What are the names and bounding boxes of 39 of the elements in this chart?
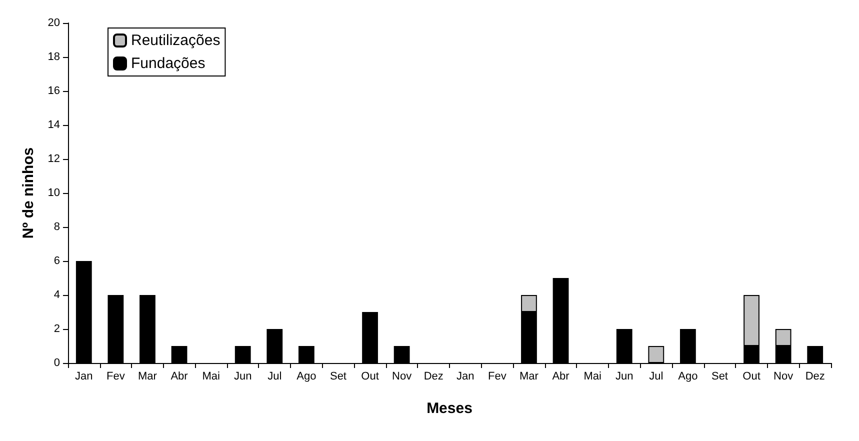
x-tick-label: Dez [805,370,825,382]
x-tick-label: Fev [488,370,507,382]
x-tick-label: Mar [138,370,158,382]
x-tick-label: Jan [456,370,474,382]
x-tick-label: Jan [75,370,93,382]
y-tick-label: 16 [48,85,60,97]
x-tick-label: Fev [106,370,126,382]
y-tick-label: 4 [54,289,60,301]
x-tick-label: Jul [268,370,282,382]
x-tick-label: Out [742,370,760,382]
y-tick-label: 14 [48,119,60,131]
x-tick-label: Jul [649,370,664,382]
y-tick-label: 20 [48,17,60,29]
x-tick-label: Abr [170,370,188,382]
x-tick-label: Set [330,370,346,382]
y-tick-label: 0 [54,357,60,369]
legend-label: Reutilizações [131,32,220,49]
y-tick-label: 8 [54,221,60,233]
x-tick-label: Jun [234,370,252,382]
y-tick-label: 10 [48,187,60,199]
x-tick-label: Dez [424,370,444,382]
x-tick-label: Mar [520,370,539,382]
x-axis-title: Meses [426,400,472,417]
y-tick-label: 12 [48,153,60,165]
y-tick-label: 2 [54,323,60,335]
x-tick-label: Mai [202,370,220,382]
y-tick-label: 6 [54,255,60,267]
y-tick-label: 18 [48,51,60,63]
x-tick-label: Mai [584,370,602,382]
legend-label: Fundações [131,55,206,72]
x-tick-label: Out [361,370,379,382]
x-tick-label: Ago [678,370,698,382]
y-axis-title: Nº de ninhos [20,147,37,239]
x-tick-label: Jun [615,370,634,382]
x-tick-label: Ago [296,370,316,382]
x-tick-label: Set [711,370,728,382]
x-tick-label: Nov [774,370,794,382]
x-tick-label: Abr [552,370,570,382]
x-tick-label: Nov [392,370,412,382]
